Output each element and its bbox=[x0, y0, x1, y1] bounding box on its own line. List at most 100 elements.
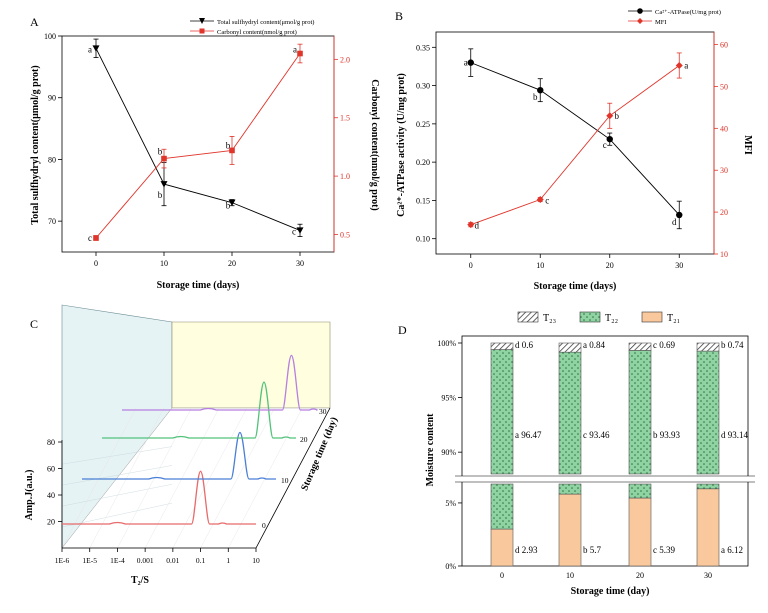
panel-d-bar-t21 bbox=[628, 497, 652, 567]
panel-d-bar-t23 bbox=[558, 342, 582, 353]
panel-d-label-t21: c 5.39 bbox=[653, 545, 675, 555]
panel-a-ytick: 70 bbox=[48, 217, 56, 226]
panel-d-bar-t21 bbox=[558, 493, 582, 567]
panel-letter-b: B bbox=[395, 9, 403, 23]
panel-a-xtick: 0 bbox=[94, 259, 98, 268]
panel-b-sig-letter: c bbox=[603, 140, 607, 150]
panel-a-ytick-right: 2.0 bbox=[340, 55, 350, 64]
panel-d-label-t23: d 0.6 bbox=[515, 340, 534, 350]
panel-a-sig-letter: b bbox=[158, 190, 163, 200]
panel-d-bar-t23 bbox=[490, 342, 514, 350]
panel-b-xtick: 0 bbox=[469, 261, 473, 270]
panel-b-left-axis: 0.10 0.15 0.20 0.25 0.30 0.35 bbox=[416, 43, 436, 244]
panel-a-sig-letter: a bbox=[293, 45, 297, 55]
panel-b-sig-letter: a bbox=[464, 58, 468, 68]
panel-a-sig-letter: c bbox=[292, 226, 296, 236]
panel-d-ytick: 0% bbox=[445, 562, 456, 571]
panel-b-series: a b c d d c b a bbox=[464, 48, 688, 231]
panel-c-series bbox=[62, 354, 318, 525]
panel-d-bar-t22-upper bbox=[558, 351, 582, 475]
panel-d-xtick: 10 bbox=[566, 571, 574, 580]
panel-c-y-axis: 20 40 60 80 bbox=[47, 438, 63, 548]
panel-c-grid bbox=[61, 407, 331, 549]
panel-a-right-axis: 0.5 1.0 1.5 2.0 bbox=[333, 36, 350, 252]
panel-d-frame bbox=[461, 335, 749, 567]
panel-c-ztick: 10 bbox=[281, 476, 289, 485]
panel-d-label-t22: a 96.47 bbox=[515, 430, 542, 440]
panel-a-ylabel: Total sulfhydryl content(μmol/g prot) bbox=[30, 65, 41, 224]
panel-d-bar-t22-upper bbox=[490, 349, 514, 475]
panel-d-bar-day-30: a 6.12 d 93.14 b 0.74 bbox=[696, 340, 749, 567]
panel-a-frame bbox=[61, 35, 335, 253]
panel-a-chart: 70 80 90 100 0.5 1.0 1.5 2.0 0 10 20 30 a b b c c b ba … bbox=[30, 18, 380, 291]
panel-b-ytick: 0.20 bbox=[416, 158, 430, 167]
panel-d-label-t22: c 93.46 bbox=[583, 430, 610, 440]
panel-a-series: a b b c c b b a bbox=[88, 38, 304, 243]
panel-d-xtick: 30 bbox=[704, 571, 712, 580]
panel-a-point bbox=[228, 199, 236, 207]
panel-d-bar-t23 bbox=[696, 342, 720, 352]
panel-a-ytick-right: 1.0 bbox=[340, 172, 350, 181]
panel-b-ytick-right: 50 bbox=[720, 82, 728, 91]
panel-a-xtick: 10 bbox=[160, 259, 168, 268]
panel-d-bar-t22-lower bbox=[558, 483, 582, 495]
panel-c-chart: 20 40 60 80 1E-6 1E-5 1E-4 0.001 0.01 0.1 1 10 0 10… bbox=[24, 304, 340, 586]
panel-b-ytick-right: 60 bbox=[720, 41, 728, 50]
panel-d-legend-t22: T₂₂ bbox=[605, 313, 618, 324]
panel-a-point bbox=[161, 155, 167, 162]
panel-a-sig-letter: b bbox=[226, 201, 231, 211]
panel-d-ytick: 90% bbox=[441, 448, 456, 457]
panel-a-point bbox=[229, 147, 235, 154]
panel-b-ytick: 0.30 bbox=[416, 82, 430, 91]
panel-c-xtick: 1E-6 bbox=[55, 556, 70, 565]
panel-d-bar-t22-lower bbox=[696, 483, 720, 490]
panel-d-xtick: 0 bbox=[500, 571, 504, 580]
panel-d-chart: d 2.93 a 96.47 d 0.6 b 5.7 c 93.46 a 0.84 c 5.… bbox=[425, 311, 755, 597]
panel-b-sig-letter: a bbox=[684, 61, 688, 71]
panel-d-bar-t22-upper bbox=[628, 350, 652, 475]
panel-b-sig-letter: b bbox=[533, 92, 538, 102]
panel-c-xtick: 0.001 bbox=[137, 556, 154, 565]
panel-d-axis-break bbox=[455, 476, 755, 482]
panel-d-x-axis: 0 10 20 30 bbox=[500, 571, 712, 580]
panel-a-ytick-right: 1.5 bbox=[340, 114, 350, 123]
panel-c-x-axis: 1E-6 1E-5 1E-4 0.001 0.01 0.1 1 10 bbox=[55, 547, 260, 565]
panel-a-ytick-right: 0.5 bbox=[340, 230, 350, 239]
panel-d-xlabel: Storage time (day) bbox=[571, 586, 650, 597]
panel-d-bar-day-20: c 5.39 b 93.93 c 0.69 bbox=[628, 340, 681, 567]
panel-d-label-t23: a 0.84 bbox=[583, 340, 605, 350]
panel-b-ytick: 0.35 bbox=[416, 43, 430, 52]
panel-b-point bbox=[537, 86, 544, 94]
panel-a-xlabel: Storage time (days) bbox=[157, 280, 240, 291]
panel-c-xtick: 0.01 bbox=[166, 556, 179, 565]
panel-d-ytick: 95% bbox=[441, 394, 456, 403]
panel-c-ytick: 40 bbox=[47, 491, 55, 500]
panel-c-xtick: 1E-5 bbox=[82, 556, 97, 565]
panel-a-legend: Total sulfhydryl content(μmol/g prot) Ca… bbox=[190, 18, 314, 36]
panel-b-sig-letter: d bbox=[672, 217, 677, 227]
panel-b-chart: 0.10 0.15 0.20 0.25 0.30 0.35 10 20 30 40 50 60 0 1… bbox=[396, 8, 753, 292]
panel-b-sig-letter: d bbox=[475, 221, 480, 231]
panel-a-legend-1: Total sulfhydryl content(μmol/g prot) bbox=[217, 19, 314, 26]
panel-c-ztick: 0 bbox=[262, 521, 266, 530]
panel-a-sig-letter: c bbox=[88, 233, 92, 243]
panel-c-ztick: 30 bbox=[319, 407, 327, 416]
panel-b-line-1 bbox=[470, 65, 680, 226]
panel-d-ytick: 100% bbox=[437, 339, 456, 348]
panel-d-bar-t23 bbox=[628, 342, 652, 351]
panel-c-xtick: 1 bbox=[226, 556, 230, 565]
panel-c-spectrum-day-10 bbox=[82, 431, 276, 480]
panel-d-legend-t23: T₂₃ bbox=[543, 313, 556, 324]
panel-c-xtick: 1E-4 bbox=[110, 556, 125, 565]
panel-b-point bbox=[676, 211, 683, 219]
panel-d-bar-t22-upper bbox=[696, 350, 720, 475]
panel-b-ytick-right: 30 bbox=[720, 166, 728, 175]
panel-d-bar-t22-lower bbox=[628, 483, 652, 499]
panel-c-xtick: 10 bbox=[252, 556, 260, 565]
panel-d-bars: d 2.93 a 96.47 d 0.6 b 5.7 c 93.46 a 0.84 c 5.… bbox=[490, 340, 749, 567]
panel-b-xlabel: Storage time (days) bbox=[534, 281, 617, 292]
panel-a-xtick: 30 bbox=[296, 259, 304, 268]
panel-d-label-t22: b 93.93 bbox=[653, 430, 681, 440]
panel-a-left-axis: 70 80 90 100 bbox=[44, 32, 62, 226]
panel-d-bar-t21 bbox=[696, 488, 720, 567]
